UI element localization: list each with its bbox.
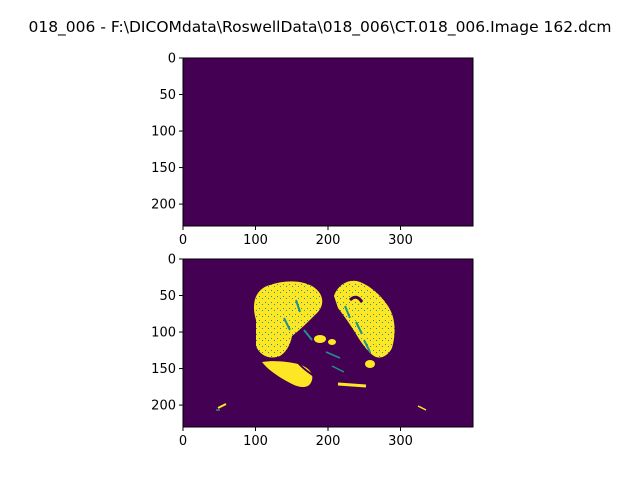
- y-tick-label: 50: [159, 289, 176, 304]
- left-lung-mask: [253, 281, 336, 388]
- y-tick-label: 200: [151, 198, 176, 213]
- y-tick-label: 0: [168, 52, 176, 67]
- top-panel: 0 100 200 300 0 50 100 150 200: [151, 52, 474, 249]
- x-tick-label: 200: [316, 434, 341, 449]
- x-tick-label: 200: [316, 233, 341, 248]
- x-tick-label: 0: [179, 434, 187, 449]
- y-tick-label: 50: [159, 88, 176, 103]
- top-panel-image: [182, 57, 474, 227]
- x-tick-label: 300: [388, 233, 413, 248]
- y-tick-label: 0: [168, 253, 176, 268]
- y-tick-label: 150: [151, 161, 176, 176]
- top-panel-ticks: 0 100 200 300 0 50 100 150 200: [151, 52, 413, 249]
- bottom-panel-ticks: 0 100 200 300 0 50 100 150 200: [151, 253, 413, 450]
- y-tick-label: 150: [151, 362, 176, 377]
- y-tick-label: 200: [151, 399, 176, 414]
- y-tick-label: 100: [151, 125, 176, 140]
- x-tick-label: 300: [388, 434, 413, 449]
- figure-title: 018_006 - F:\DICOMdata\RoswellData\018_0…: [28, 18, 612, 36]
- x-tick-label: 100: [243, 434, 268, 449]
- bottom-panel-image: [183, 259, 473, 427]
- bottom-panel: 0 100 200 300 0 50 100 150 200: [151, 253, 474, 450]
- x-tick-label: 0: [179, 233, 187, 248]
- edge-artifacts: [216, 403, 427, 411]
- x-tick-label: 100: [243, 233, 268, 248]
- y-tick-label: 100: [151, 326, 176, 341]
- right-lung-mask: [325, 280, 395, 388]
